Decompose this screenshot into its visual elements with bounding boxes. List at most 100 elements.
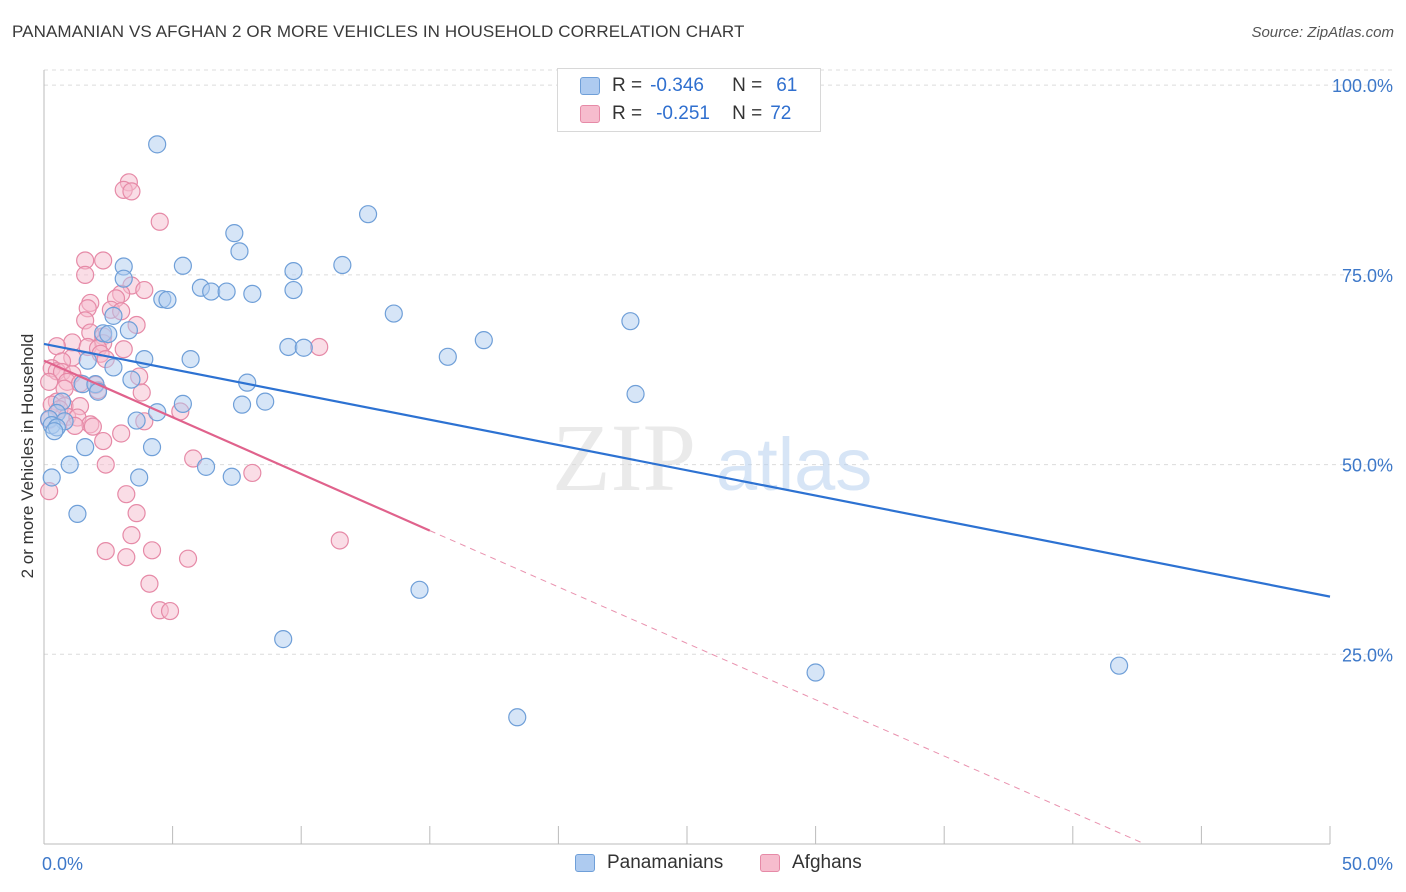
tick-labels: 25.0% 50.0% 75.0% 100.0% 0.0% 50.0% — [42, 76, 1393, 874]
panamanians-point — [256, 392, 275, 411]
afghans-point — [135, 280, 154, 300]
panamanians-legend-swatch — [575, 854, 595, 872]
legend-item-afghans[interactable]: Afghans — [760, 852, 862, 874]
afghans-point — [178, 549, 198, 568]
panamanians-point — [217, 282, 236, 301]
afghans-point — [40, 372, 59, 391]
afghans-trend-line — [43, 359, 431, 532]
panamanians-swatch — [580, 77, 600, 95]
panamanians-point — [68, 504, 87, 524]
y-tick-label: 100.0% — [1332, 76, 1393, 96]
y-axis-label: 2 or more Vehicles in Household — [18, 333, 37, 579]
panamanians-point — [130, 468, 149, 487]
panamanians-point — [222, 467, 241, 486]
panamanians-point — [60, 455, 79, 474]
panamanians-point — [284, 280, 303, 300]
panamanians-point — [122, 370, 141, 389]
x-tick-label: 50.0% — [1342, 854, 1393, 874]
trend-lines — [43, 342, 1331, 845]
panamanians-point — [410, 580, 429, 599]
legend-label-panamanians: Panamanians — [607, 852, 724, 873]
panamanians-point — [76, 438, 95, 457]
afghans-point — [150, 212, 169, 231]
panamanians-point — [232, 395, 252, 414]
panamanians-trend-line — [43, 342, 1331, 598]
afghans-point — [132, 383, 151, 402]
panamanians-point — [508, 708, 527, 727]
afghans-trend-extension — [429, 530, 1146, 845]
afghans-point — [142, 541, 162, 560]
afghans-point — [122, 182, 141, 201]
n-value: 61 — [776, 75, 798, 96]
panamanians-point — [142, 438, 162, 457]
panamanians-point — [173, 394, 192, 413]
source-credit: Source: ZipAtlas.com — [1251, 24, 1394, 41]
afghans-point — [330, 531, 349, 550]
panamanians-point — [114, 269, 133, 288]
panamanians-point — [225, 224, 244, 243]
afghans-point — [117, 485, 136, 504]
panamanians-point — [104, 358, 123, 377]
n-label: N = — [732, 75, 763, 96]
watermark: ZIP atlas — [552, 404, 872, 511]
panamanians-point — [104, 306, 123, 325]
panamanians-point — [279, 337, 298, 357]
panamanians-point — [230, 242, 249, 261]
r-value: -0.346 — [650, 75, 704, 96]
panamanians-point — [243, 284, 262, 303]
afghans-point — [117, 548, 136, 567]
panamanians-point — [274, 630, 293, 649]
afghans-point — [243, 463, 262, 483]
afghans-point — [96, 455, 115, 474]
panamanians-point — [158, 290, 177, 310]
panamanians-point — [181, 350, 200, 369]
panamanians-point — [621, 312, 640, 331]
panamanians-point — [626, 384, 645, 404]
afghans-point — [140, 574, 159, 593]
panamanians-point — [384, 304, 403, 323]
panamanians-point — [438, 347, 457, 366]
afghans-point — [83, 417, 102, 436]
panamanians-point — [99, 324, 118, 344]
panamanians-point — [148, 135, 167, 154]
n-value: 72 — [770, 103, 792, 124]
afghans-point — [76, 265, 95, 284]
panamanians-point — [127, 411, 146, 430]
afghans-point — [184, 449, 203, 468]
afghans-point — [160, 601, 180, 621]
afghans-swatch — [580, 105, 600, 123]
stats-legend: R = -0.346 N = 61 R = -0.251 N = 72 — [557, 68, 821, 132]
afghans-point — [122, 526, 141, 545]
afghans-point — [96, 541, 115, 561]
afghans-point — [94, 251, 113, 270]
afghans-point — [112, 424, 131, 443]
r-label: R = — [612, 103, 643, 124]
chart-title: PANAMANIAN VS AFGHAN 2 OR MORE VEHICLES … — [12, 22, 745, 41]
panamanians-point — [358, 205, 378, 224]
n-label: N = — [732, 103, 763, 124]
afghans-point — [94, 431, 113, 451]
afghans-point — [114, 340, 133, 359]
y-tick-label: 50.0% — [1342, 456, 1393, 476]
panamanians-point — [119, 321, 138, 340]
legend-label-afghans: Afghans — [792, 852, 862, 873]
y-tick-label: 75.0% — [1342, 266, 1393, 286]
panamanians-point — [333, 255, 352, 275]
legend-item-panamanians[interactable]: Panamanians — [575, 852, 723, 874]
panamanians-point — [294, 338, 313, 357]
axes — [43, 70, 1331, 845]
panamanians-point — [202, 282, 221, 301]
afghans-point — [127, 504, 146, 523]
y-tick-label: 25.0% — [1342, 645, 1393, 665]
panamanians-point — [474, 331, 493, 350]
watermark-atlas: atlas — [716, 423, 872, 506]
panamanians-point — [806, 663, 825, 682]
panamanians-point — [284, 261, 303, 281]
gridlines — [44, 69, 1394, 655]
panamanians-point — [1109, 656, 1129, 675]
stats-row-panamanians: R = -0.346 N = 61 — [558, 72, 797, 100]
panamanians-point — [42, 468, 61, 487]
panamanians-point — [45, 422, 64, 441]
afghans-point — [310, 337, 329, 357]
